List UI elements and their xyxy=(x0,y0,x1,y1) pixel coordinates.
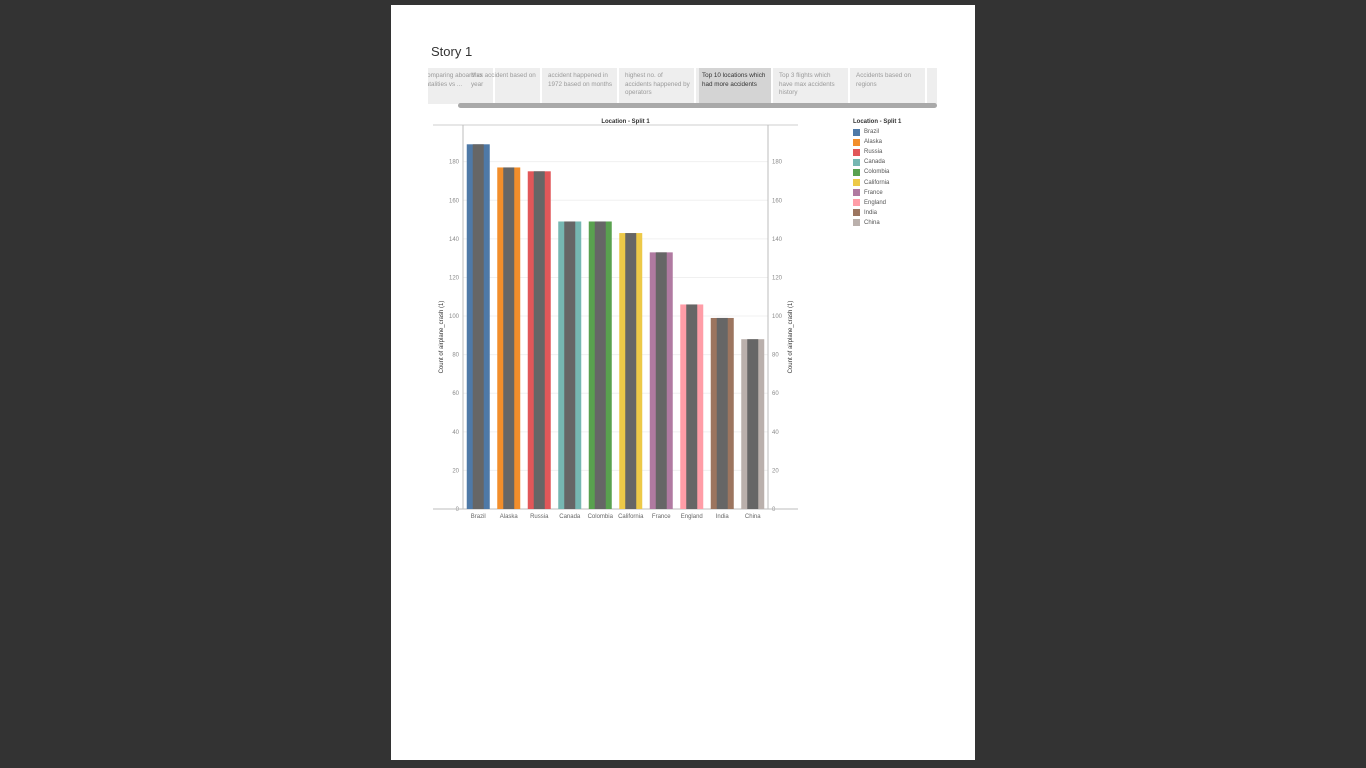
story-title: Story 1 xyxy=(431,44,473,59)
legend-label: China xyxy=(864,219,880,226)
legend-swatch xyxy=(853,199,860,207)
bar-overlay-france[interactable] xyxy=(655,252,667,509)
x-tick-label-france: France xyxy=(652,514,671,520)
bar-overlay-colombia[interactable] xyxy=(594,221,606,509)
legend-label: Russia xyxy=(864,149,883,156)
y-tick-label-right: 60 xyxy=(772,391,779,397)
x-tick-label-colombia: Colombia xyxy=(588,514,614,520)
legend-label: Colombia xyxy=(864,169,890,176)
legend-swatch xyxy=(853,179,860,187)
bar-overlay-california[interactable] xyxy=(625,233,637,509)
tabs-scrollbar[interactable] xyxy=(458,103,937,108)
legend-label: California xyxy=(864,179,890,186)
legend-label: England xyxy=(864,199,887,206)
y-tick-label-left: 20 xyxy=(452,468,459,474)
bar-overlay-alaska[interactable] xyxy=(503,167,515,509)
y-tick-label-left: 100 xyxy=(449,314,460,320)
x-tick-label-india: India xyxy=(716,514,730,520)
y-tick-label-right: 20 xyxy=(772,468,779,474)
story-page: Story 1 comparing aboard vs fatalities v… xyxy=(391,5,975,760)
legend-label: Canada xyxy=(864,159,886,166)
y-axis-title-left: Count of airplane_crash (1) xyxy=(439,301,445,374)
story-tab-6[interactable]: Top 3 flights which have max accidents h… xyxy=(776,68,850,104)
chart-title: Location - Split 1 xyxy=(601,119,650,125)
legend-swatch xyxy=(853,158,860,166)
legend-label: France xyxy=(864,189,883,196)
legend-swatch xyxy=(853,138,860,146)
legend-swatch xyxy=(853,168,860,176)
story-tab-2[interactable]: Max accident based on year xyxy=(468,68,542,104)
y-tick-label-right: 160 xyxy=(772,198,783,204)
legend-item-alaska[interactable]: Alaska xyxy=(853,137,901,147)
y-tick-label-right: 80 xyxy=(772,353,779,359)
story-tab-7[interactable]: Accidents based on regions xyxy=(853,68,927,104)
x-tick-label-england: England xyxy=(681,514,703,520)
story-tab-1[interactable]: comparing aboard vs fatalities vs ... xyxy=(428,68,495,104)
legend-item-china[interactable]: China xyxy=(853,218,901,228)
legend: Location - Split 1 Brazil Alaska Russia Can… xyxy=(853,119,901,228)
bar-overlay-canada[interactable] xyxy=(564,221,576,509)
bar-overlay-china[interactable] xyxy=(747,339,759,509)
legend-swatch xyxy=(853,128,860,136)
legend-label: Brazil xyxy=(864,129,880,136)
legend-item-canada[interactable]: Canada xyxy=(853,157,901,167)
y-tick-label-left: 80 xyxy=(452,353,459,359)
y-tick-label-left: 120 xyxy=(449,275,460,281)
y-tick-label-left: 140 xyxy=(449,237,460,243)
x-tick-label-china: China xyxy=(745,514,761,520)
legend-item-france[interactable]: France xyxy=(853,188,901,198)
y-tick-label-left: 180 xyxy=(449,160,460,166)
x-tick-label-california: California xyxy=(618,514,644,520)
x-tick-label-russia: Russia xyxy=(530,514,549,520)
y-tick-label-right: 40 xyxy=(772,430,779,436)
legend-title: Location - Split 1 xyxy=(853,119,902,125)
legend-label: Alaska xyxy=(864,139,883,146)
legend-item-england[interactable]: England xyxy=(853,198,901,208)
bar-chart: Location - Split 1 0 0 20 20 40 40 60 60 80 80 100 1… xyxy=(433,119,798,520)
y-tick-label-right: 180 xyxy=(772,160,783,166)
legend-swatch xyxy=(853,209,860,217)
story-tab-3[interactable]: accident happened in 1972 based on month… xyxy=(545,68,619,104)
y-tick-label-left: 60 xyxy=(452,391,459,397)
legend-label: India xyxy=(864,209,878,216)
y-tick-label-right: 120 xyxy=(772,275,783,281)
bar-overlay-england[interactable] xyxy=(686,304,698,509)
y-tick-label-left: 160 xyxy=(449,198,460,204)
legend-item-colombia[interactable]: Colombia xyxy=(853,167,901,177)
y-tick-label-right: 100 xyxy=(772,314,783,320)
legend-item-india[interactable]: India xyxy=(853,208,901,218)
legend-swatch xyxy=(853,219,860,227)
story-tab-5[interactable]: Top 10 locations which had more accident… xyxy=(699,68,773,104)
x-tick-label-canada: Canada xyxy=(559,514,581,520)
story-tab-4[interactable]: highest no. of accidents happened by ope… xyxy=(622,68,696,104)
y-tick-label-right: 140 xyxy=(772,237,783,243)
x-tick-label-brazil: Brazil xyxy=(471,514,486,520)
y-axis-title-right: Count of airplane_crash (1) xyxy=(788,301,794,374)
bar-overlay-russia[interactable] xyxy=(533,171,545,509)
legend-item-russia[interactable]: Russia xyxy=(853,147,901,157)
legend-swatch xyxy=(853,189,860,197)
x-tick-label-alaska: Alaska xyxy=(500,514,519,520)
legend-item-california[interactable]: California xyxy=(853,177,901,187)
y-tick-label-left: 0 xyxy=(456,507,460,513)
y-tick-label-right: 0 xyxy=(772,507,776,513)
bar-overlay-brazil[interactable] xyxy=(472,144,484,509)
story-tabs: comparing aboard vs fatalities vs ...Max… xyxy=(428,68,937,104)
legend-swatch xyxy=(853,148,860,156)
legend-item-brazil[interactable]: Brazil xyxy=(853,127,901,137)
bar-overlay-india[interactable] xyxy=(716,317,728,509)
y-tick-label-left: 40 xyxy=(452,430,459,436)
